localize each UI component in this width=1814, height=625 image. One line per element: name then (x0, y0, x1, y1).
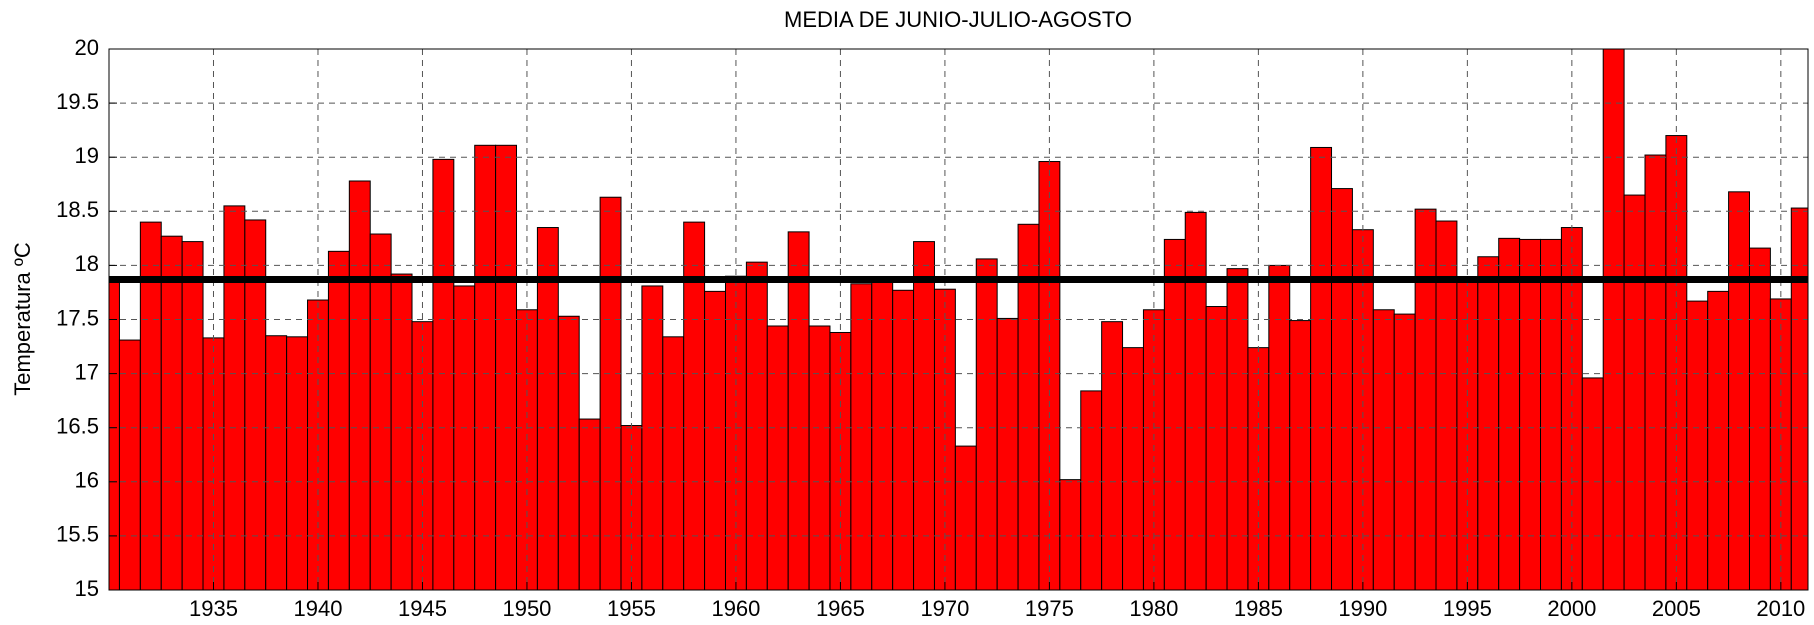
bar (1059, 479, 1082, 590)
bar (369, 233, 392, 590)
bar (704, 290, 726, 590)
bar (1540, 238, 1562, 590)
bar (599, 196, 622, 590)
y-tick-label: 17.5 (56, 305, 99, 330)
x-tick-label: 1985 (1234, 596, 1283, 621)
x-tick-label: 1950 (502, 596, 551, 621)
bar (1393, 313, 1416, 590)
bar (390, 273, 413, 590)
bar (181, 241, 204, 590)
x-tick-label: 1965 (816, 596, 865, 621)
bar (1498, 237, 1521, 590)
x-tick-label: 2005 (1652, 596, 1701, 621)
bar (1728, 191, 1750, 590)
bar (641, 285, 664, 590)
bar (1790, 207, 1808, 590)
bar (286, 336, 309, 590)
x-tick-label: 1990 (1338, 596, 1387, 621)
bar (1644, 154, 1667, 590)
bar (223, 205, 246, 590)
y-axis-label: Temperatura ºC (10, 242, 35, 396)
bar (118, 339, 141, 590)
bar (1581, 377, 1604, 590)
chart-title: MEDIA DE JUNIO-JULIO-AGOSTO (784, 7, 1132, 32)
bar (745, 261, 768, 590)
bar (871, 276, 894, 590)
bar (1372, 309, 1395, 590)
x-tick-label: 2000 (1547, 596, 1596, 621)
bar (808, 325, 831, 590)
bar (1477, 256, 1500, 590)
x-tick-label: 1980 (1129, 596, 1178, 621)
bar (202, 337, 225, 590)
bar (557, 315, 580, 590)
plot-frame (108, 48, 1809, 591)
bar (1080, 390, 1103, 590)
bar (724, 275, 747, 590)
bar (495, 144, 518, 590)
bar (1331, 188, 1353, 590)
bar (1226, 268, 1249, 590)
bar (244, 219, 267, 590)
bar (892, 289, 915, 590)
bar (1122, 347, 1144, 590)
x-tick-label: 1945 (398, 596, 447, 621)
bar (975, 258, 998, 590)
bar (327, 250, 350, 590)
bar (1205, 306, 1228, 590)
bar (453, 285, 476, 590)
bar (1623, 194, 1646, 590)
bar (1184, 211, 1207, 590)
bar (1748, 247, 1771, 590)
bar (160, 235, 183, 590)
y-tick-label: 19 (75, 143, 99, 168)
y-tick-label: 18 (75, 251, 99, 276)
bar (1163, 238, 1186, 590)
bar (348, 180, 371, 590)
x-tick-label: 1940 (294, 596, 343, 621)
x-tick-label: 1955 (607, 596, 656, 621)
bar (996, 317, 1019, 590)
bar (1101, 321, 1124, 590)
y-tick-label: 15 (75, 576, 99, 601)
y-tick-label: 20 (75, 35, 99, 60)
bar (662, 336, 685, 590)
x-tick-label: 1960 (711, 596, 760, 621)
y-tick-label: 18.5 (56, 197, 99, 222)
bar (1707, 290, 1730, 590)
bar (850, 283, 873, 590)
bar (1414, 208, 1437, 590)
y-tick-label: 17 (75, 359, 99, 384)
bar (474, 144, 497, 590)
x-tick-label: 1970 (920, 596, 969, 621)
x-tick-label: 1935 (189, 596, 238, 621)
bar (954, 445, 977, 590)
bar (913, 241, 935, 590)
y-tick-label: 16 (75, 468, 99, 493)
bar (1519, 238, 1542, 590)
y-tick-label: 16.5 (56, 414, 99, 439)
x-tick-label: 2010 (1756, 596, 1805, 621)
bar (578, 418, 601, 590)
bar (1289, 320, 1312, 590)
y-tick-label: 15.5 (56, 522, 99, 547)
bar (432, 158, 455, 590)
x-tick-label: 1975 (1025, 596, 1074, 621)
bar (766, 325, 789, 590)
x-tick-label: 1995 (1443, 596, 1492, 621)
y-tick-label: 19.5 (56, 89, 99, 114)
bar (1310, 146, 1333, 590)
bar (1686, 300, 1709, 590)
